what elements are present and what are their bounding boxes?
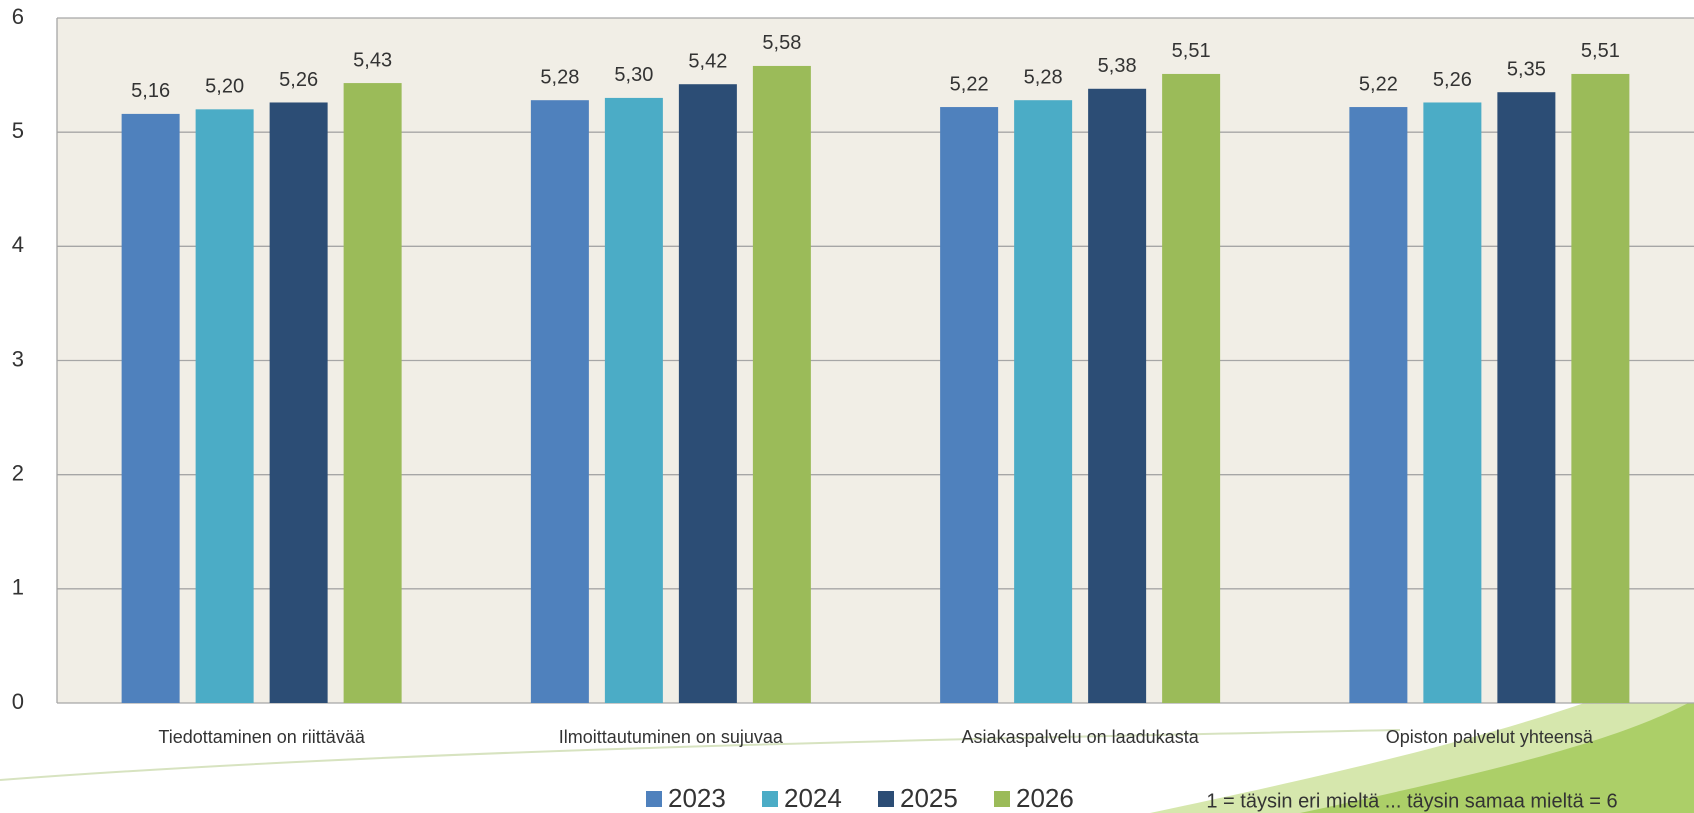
bar	[1014, 100, 1073, 703]
legend-label: 2025	[900, 783, 958, 813]
value-label: 5,51	[1172, 40, 1211, 62]
bar	[1088, 88, 1147, 704]
legend-label: 2023	[668, 783, 726, 813]
value-label: 5,20	[205, 76, 244, 98]
bar	[1571, 73, 1630, 704]
bar	[1349, 107, 1408, 704]
x-tick-label: Tiedottaminen on riittävää	[158, 727, 365, 747]
y-tick-label: 6	[12, 4, 24, 29]
legend-swatch	[646, 791, 662, 807]
value-label: 5,30	[614, 64, 653, 86]
value-label: 5,38	[1098, 55, 1137, 77]
bar	[195, 109, 254, 704]
x-tick-label: Asiakaspalvelu on laadukasta	[962, 727, 1200, 747]
bar	[752, 65, 811, 703]
value-label: 5,16	[131, 80, 170, 102]
value-label: 5,43	[353, 49, 392, 71]
bar	[678, 84, 737, 703]
legend-swatch	[878, 791, 894, 807]
legend-swatch	[762, 791, 778, 807]
y-tick-label: 0	[12, 689, 24, 714]
y-tick-label: 5	[12, 118, 24, 143]
value-label: 5,58	[762, 32, 801, 54]
value-label: 5,26	[1433, 69, 1472, 91]
bar	[604, 97, 663, 703]
decoration	[1300, 700, 1694, 813]
value-label: 5,28	[540, 66, 579, 88]
value-label: 5,28	[1024, 66, 1063, 88]
bar	[940, 107, 999, 704]
value-label: 5,22	[950, 73, 989, 95]
bar	[121, 113, 180, 703]
value-label: 5,35	[1507, 58, 1546, 80]
y-tick-label: 1	[12, 575, 24, 600]
y-tick-label: 2	[12, 460, 24, 485]
note: 1 = täysin eri mieltä ... täysin samaa m…	[1206, 790, 1617, 812]
bar	[1497, 92, 1556, 704]
decoration	[0, 729, 1401, 781]
value-label: 5,51	[1581, 40, 1620, 62]
bar	[1423, 102, 1482, 703]
y-tick-label: 3	[12, 346, 24, 371]
legend-label: 2026	[1016, 783, 1074, 813]
bar	[343, 83, 402, 703]
y-tick-label: 4	[12, 232, 24, 257]
value-label: 5,22	[1359, 73, 1398, 95]
x-tick-label: Ilmoittautuminen on sujuvaa	[559, 727, 784, 747]
legend-label: 2024	[784, 783, 842, 813]
bar	[269, 102, 328, 703]
x-tick-label: Opiston palvelut yhteensä	[1386, 727, 1594, 747]
bar	[530, 100, 589, 703]
value-label: 5,42	[688, 50, 727, 72]
legend-swatch	[994, 791, 1010, 807]
value-label: 5,26	[279, 69, 318, 91]
bar	[1162, 73, 1221, 704]
